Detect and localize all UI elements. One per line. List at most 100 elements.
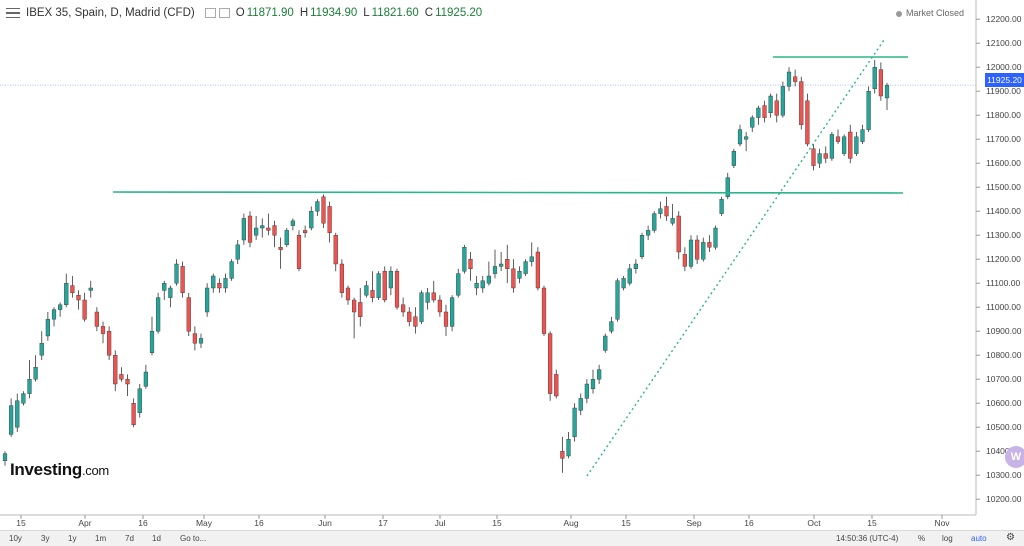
candle-body	[548, 333, 553, 394]
range-1y-button[interactable]: 1y	[68, 534, 77, 543]
hamburger-menu-icon[interactable]	[6, 6, 20, 20]
candle-body	[370, 290, 375, 298]
candle-body	[646, 230, 651, 236]
candle-body	[315, 201, 320, 212]
x-tick-label: Jun	[318, 518, 332, 528]
candle-body	[823, 153, 828, 159]
clock-readout[interactable]: 14:50:36 (UTC-4)	[836, 534, 899, 543]
open-label: O	[235, 7, 245, 19]
candle-body	[517, 271, 522, 279]
y-tick-label: 12100.00	[986, 38, 1022, 48]
range-10y-button[interactable]: 10y	[9, 534, 22, 543]
candle-body	[51, 309, 57, 320]
candle-body	[352, 299, 357, 313]
candle-body	[358, 302, 363, 317]
candle-body	[860, 129, 865, 142]
y-tick-label: 11200.00	[986, 254, 1021, 264]
candle-body	[107, 331, 112, 356]
y-tick-label: 11700.00	[986, 134, 1021, 144]
y-tick-label: 12000.00	[986, 62, 1022, 72]
candle-body	[174, 263, 179, 284]
candle-body	[793, 76, 798, 82]
candle-body	[609, 321, 614, 332]
x-tick-label: 16	[138, 518, 148, 528]
candle-body	[731, 150, 736, 166]
candle-body	[499, 263, 504, 267]
candle-body	[597, 369, 602, 380]
candle-body	[70, 285, 75, 294]
compare-icon[interactable]	[218, 8, 230, 18]
x-tick-label: Oct	[807, 518, 821, 528]
candle-body	[217, 283, 222, 289]
candle-body	[486, 275, 491, 284]
candle-body	[664, 206, 669, 217]
market-status: Market Closed	[895, 8, 964, 18]
candle-body	[260, 225, 265, 229]
candle-body	[137, 388, 142, 413]
candle-body	[64, 283, 69, 306]
candle-body	[701, 242, 706, 260]
candle-body	[474, 283, 479, 289]
candle-body	[235, 244, 240, 260]
gear-icon[interactable]: ⚙	[1006, 532, 1015, 543]
candle-body	[94, 311, 99, 327]
y-tick-label: 10600.00	[986, 398, 1022, 408]
candle-body	[737, 129, 743, 145]
widget-badge-icon[interactable]: W	[1005, 446, 1024, 468]
candle-body	[627, 268, 632, 284]
candle-body	[339, 263, 344, 293]
candle-body	[284, 230, 289, 245]
candle-body	[560, 451, 565, 459]
candle-body	[382, 271, 387, 301]
candle-body	[2, 453, 8, 462]
candle-body	[554, 374, 559, 397]
candle-body	[842, 136, 847, 154]
open-value: 11871.90	[246, 7, 294, 19]
log-toggle[interactable]: log	[942, 534, 953, 543]
goto-button[interactable]: Go to...	[180, 534, 207, 543]
candle-body	[143, 371, 148, 387]
candle-body	[125, 379, 130, 385]
candle-body	[572, 407, 577, 437]
x-tick-label: Aug	[563, 518, 578, 528]
candle-body	[198, 338, 204, 344]
percent-toggle[interactable]: %	[918, 534, 926, 543]
range-7d-button[interactable]: 7d	[125, 534, 134, 543]
low-value: 11821.60	[371, 7, 419, 19]
x-tick-label: Nov	[934, 518, 950, 528]
x-tick-label: 17	[378, 518, 388, 528]
candle-body	[39, 343, 44, 356]
candle-body	[266, 227, 271, 231]
candle-body	[744, 136, 749, 140]
x-tick-label: Sep	[686, 518, 701, 528]
candle-body	[621, 278, 626, 289]
candle-body	[578, 398, 583, 411]
x-tick-label: May	[196, 518, 213, 528]
symbol-title: IBEX 35, Spain, D, Madrid (CFD)	[26, 7, 195, 19]
settings-icon[interactable]	[204, 8, 216, 18]
candle-body	[58, 304, 63, 310]
candle-body	[296, 234, 302, 269]
range-1d-button[interactable]: 1d	[152, 534, 161, 543]
candle-body	[713, 227, 718, 248]
y-tick-label: 11600.00	[986, 158, 1021, 168]
range-3y-button[interactable]: 3y	[41, 534, 50, 543]
candle-body	[407, 311, 412, 322]
candle-body	[419, 292, 424, 322]
candle-body	[750, 117, 755, 128]
y-tick-label: 11800.00	[986, 110, 1021, 120]
candle-body	[468, 259, 473, 270]
high-label: H	[299, 7, 309, 19]
brand-name: Investing	[10, 460, 82, 479]
candle-body	[156, 297, 161, 332]
candle-body	[523, 261, 528, 274]
range-1m-button[interactable]: 1m	[95, 534, 107, 543]
auto-toggle[interactable]: auto	[971, 534, 987, 543]
x-tick-label: 15	[621, 518, 631, 528]
candle-body	[725, 177, 730, 198]
y-tick-label: 11400.00	[986, 206, 1021, 216]
candle-body	[327, 206, 332, 233]
candle-body	[394, 271, 400, 308]
candle-body	[884, 84, 890, 99]
